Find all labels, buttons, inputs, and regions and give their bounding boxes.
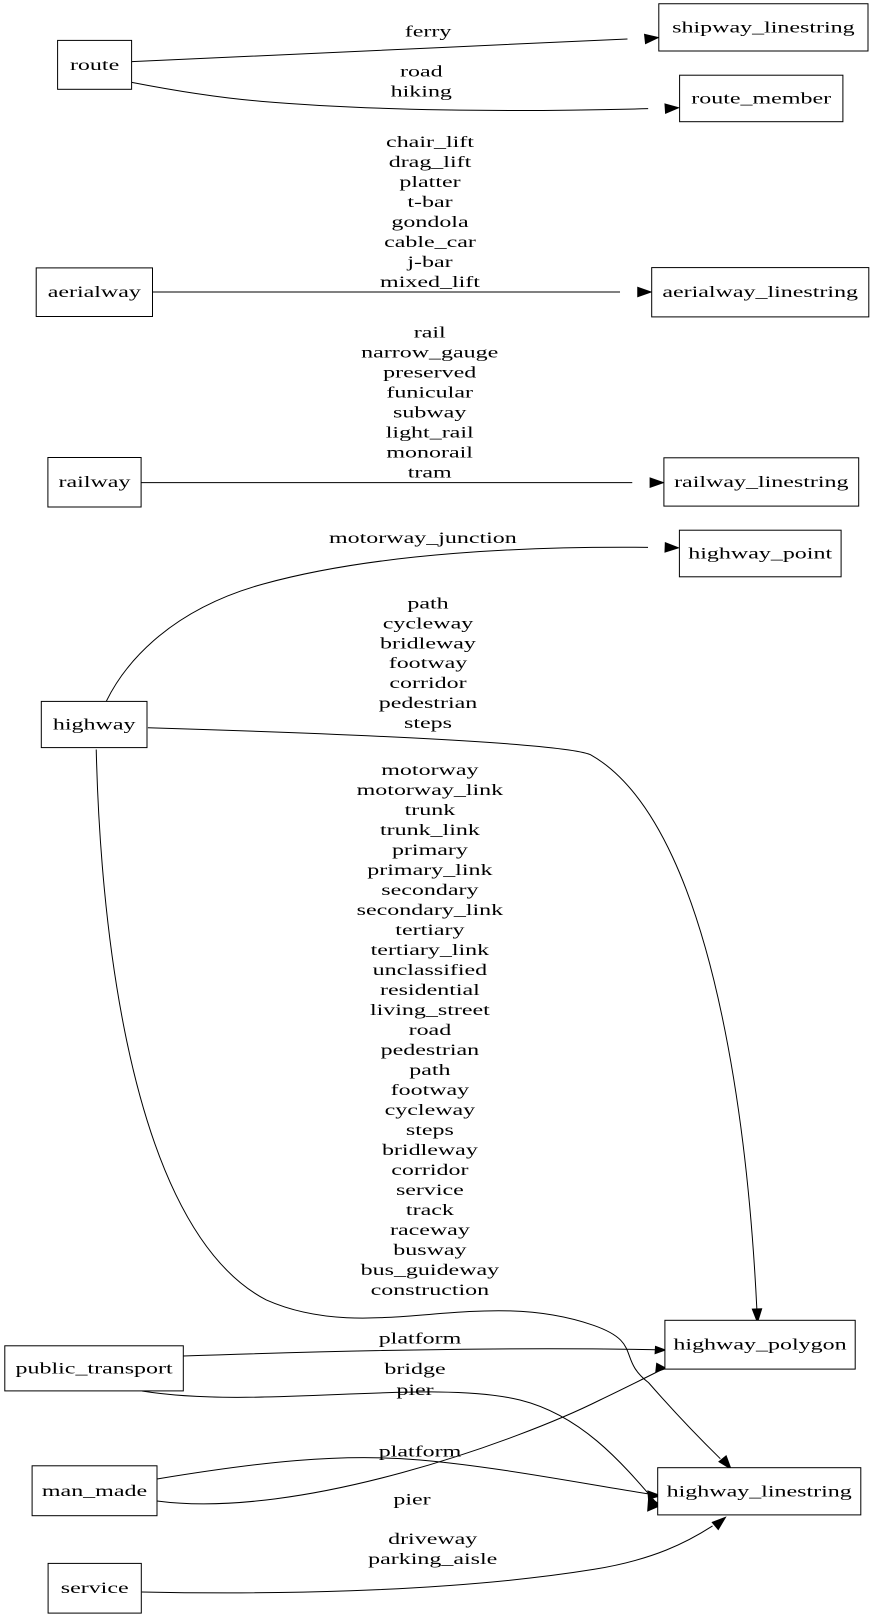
svg-text:aerialway_linestring: aerialway_linestring (662, 284, 858, 301)
svg-text:cycleway: cycleway (385, 1102, 476, 1119)
svg-text:railway_linestring: railway_linestring (674, 474, 848, 491)
svg-text:mixed_lift: mixed_lift (380, 274, 480, 291)
svg-text:bus_guideway: bus_guideway (361, 1262, 500, 1279)
svg-text:construction: construction (371, 1282, 490, 1299)
svg-text:pedestrian: pedestrian (381, 1042, 480, 1059)
svg-text:pier: pier (396, 1382, 434, 1399)
svg-text:monorail: monorail (386, 444, 473, 461)
svg-text:pier: pier (393, 1491, 431, 1508)
svg-text:motorway_junction: motorway_junction (329, 530, 517, 547)
svg-text:subway: subway (393, 404, 467, 421)
svg-text:service: service (61, 1580, 129, 1597)
svg-text:bridleway: bridleway (382, 1142, 479, 1159)
svg-text:j-bar: j-bar (406, 254, 453, 271)
svg-text:tertiary_link: tertiary_link (371, 942, 490, 959)
svg-text:cycleway: cycleway (383, 615, 474, 632)
svg-text:ferry: ferry (405, 23, 453, 40)
svg-text:bridleway: bridleway (380, 635, 477, 652)
svg-text:corridor: corridor (389, 675, 466, 692)
svg-text:narrow_gauge: narrow_gauge (361, 344, 498, 361)
svg-text:parking_aisle: parking_aisle (368, 1551, 497, 1568)
svg-text:platform: platform (379, 1443, 462, 1460)
svg-text:highway: highway (53, 716, 137, 733)
svg-text:primary_link: primary_link (367, 862, 493, 879)
svg-text:platter: platter (399, 174, 460, 191)
svg-text:tertiary: tertiary (395, 922, 465, 939)
svg-text:trunk_link: trunk_link (380, 822, 481, 839)
svg-text:corridor: corridor (391, 1162, 468, 1179)
svg-text:steps: steps (406, 1122, 454, 1139)
svg-text:driveway: driveway (388, 1531, 478, 1548)
svg-text:raceway: raceway (390, 1222, 471, 1239)
svg-text:chair_lift: chair_lift (386, 134, 474, 151)
svg-text:bridge: bridge (384, 1361, 445, 1378)
svg-text:highway_linestring: highway_linestring (667, 1483, 852, 1500)
svg-text:steps: steps (404, 715, 452, 732)
svg-text:path: path (407, 595, 448, 612)
svg-text:drag_lift: drag_lift (389, 154, 472, 171)
svg-text:path: path (409, 1062, 450, 1079)
svg-text:rail: rail (414, 324, 446, 341)
svg-text:busway: busway (393, 1242, 467, 1259)
svg-text:shipway_linestring: shipway_linestring (672, 19, 854, 36)
svg-text:road: road (409, 1022, 452, 1039)
svg-text:pedestrian: pedestrian (379, 695, 478, 712)
svg-text:t-bar: t-bar (407, 194, 453, 211)
svg-text:motorway_link: motorway_link (357, 782, 504, 799)
svg-text:primary: primary (392, 842, 469, 859)
svg-text:hiking: hiking (391, 83, 452, 100)
svg-text:secondary: secondary (381, 882, 479, 899)
svg-text:aerialway: aerialway (48, 284, 142, 301)
svg-text:cable_car: cable_car (384, 234, 476, 251)
svg-text:secondary_link: secondary_link (357, 902, 504, 919)
svg-text:unclassified: unclassified (373, 962, 488, 979)
svg-text:gondola: gondola (391, 214, 468, 231)
svg-text:highway_polygon: highway_polygon (673, 1336, 846, 1353)
svg-text:tram: tram (408, 464, 452, 481)
svg-text:route_member: route_member (691, 90, 831, 107)
svg-text:platform: platform (379, 1330, 462, 1347)
svg-text:footway: footway (391, 1082, 471, 1099)
svg-text:service: service (396, 1182, 464, 1199)
svg-text:preserved: preserved (383, 364, 476, 381)
svg-text:highway_point: highway_point (688, 545, 832, 562)
svg-text:living_street: living_street (370, 1002, 490, 1019)
svg-text:light_rail: light_rail (386, 424, 474, 441)
svg-text:railway: railway (59, 474, 132, 491)
svg-text:track: track (406, 1202, 455, 1219)
svg-text:funicular: funicular (386, 384, 473, 401)
svg-text:trunk: trunk (405, 802, 457, 819)
svg-text:road: road (400, 63, 443, 80)
svg-text:route: route (70, 56, 119, 73)
svg-text:footway: footway (389, 655, 469, 672)
svg-text:man_made: man_made (42, 1482, 147, 1499)
svg-text:residential: residential (380, 982, 480, 999)
svg-text:motorway: motorway (381, 762, 479, 779)
svg-text:public_transport: public_transport (16, 1360, 174, 1377)
